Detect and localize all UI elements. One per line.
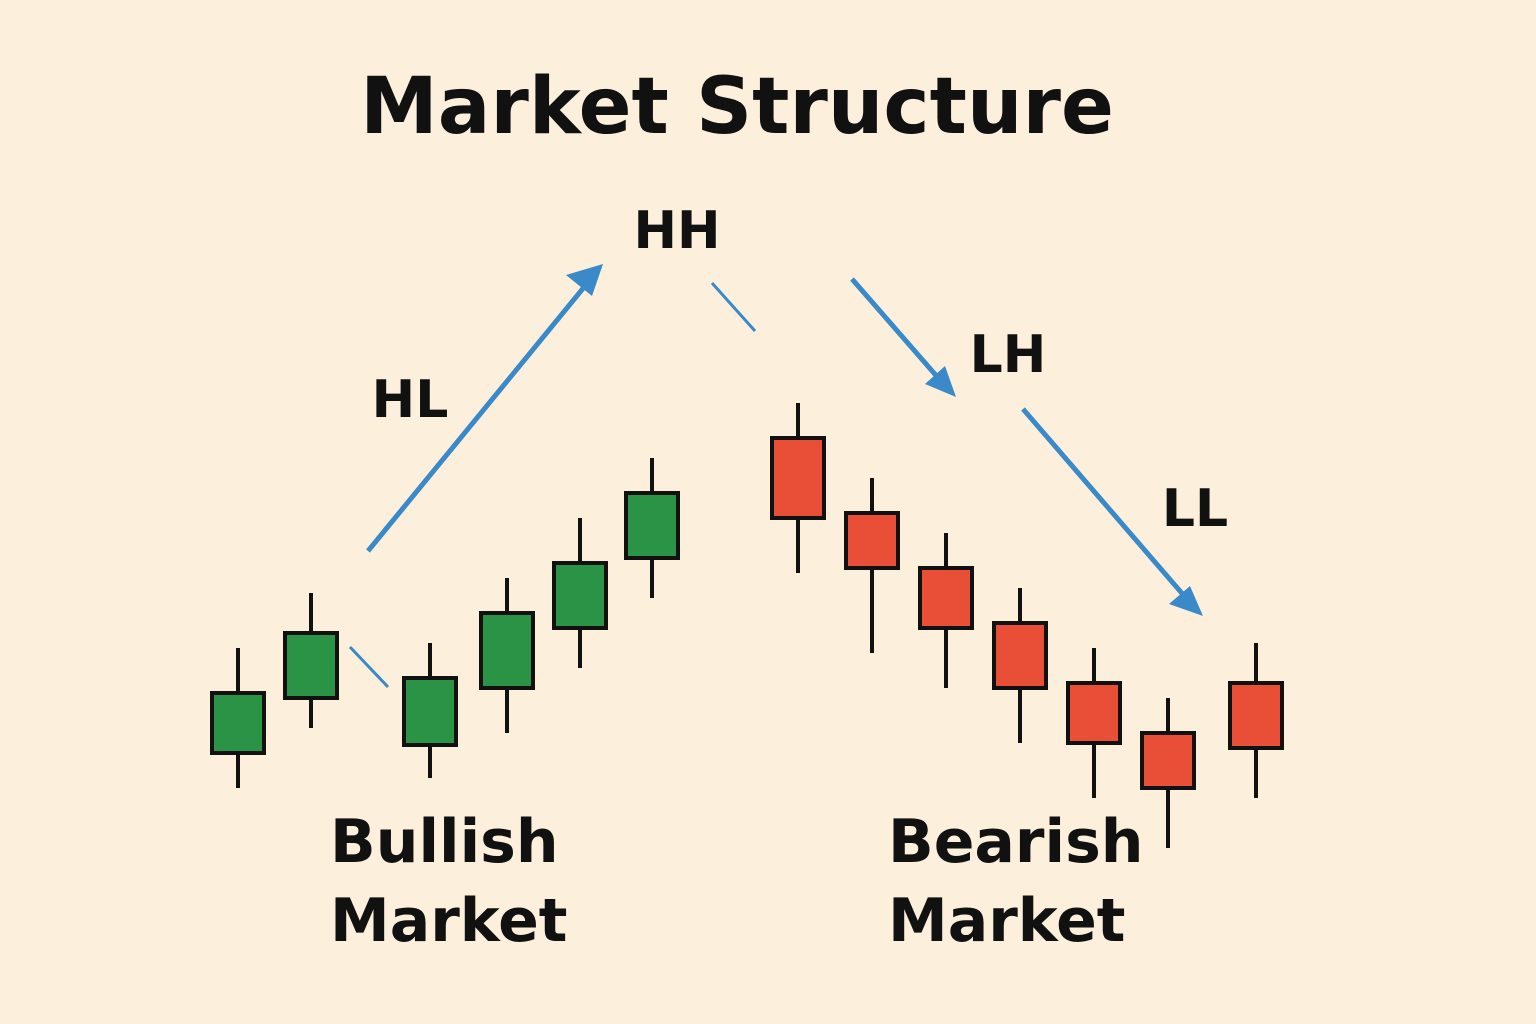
bearish-caption-line2: Market	[888, 886, 1125, 956]
bullish-candle-body	[283, 631, 339, 700]
bearish-candle-body	[1066, 681, 1122, 745]
bullish-candle-body	[552, 561, 608, 630]
bullish-caption-line1: Bullish	[330, 807, 559, 877]
bullish-caption-line2: Market	[330, 886, 567, 956]
bearish-candle-body	[992, 621, 1048, 690]
hl-connector	[348, 645, 390, 689]
bearish-arrowhead-2	[1169, 586, 1203, 616]
ll-label: LL	[1162, 479, 1228, 539]
bearish-candle-body	[918, 566, 974, 630]
bearish-candle-body	[1140, 731, 1196, 790]
hl-label: HL	[372, 370, 449, 430]
bearish-trend-arrow-1	[850, 277, 956, 397]
bearish-candle-body	[770, 436, 826, 520]
lh-label: LH	[970, 325, 1047, 385]
bearish-arrow-1-shaft	[850, 277, 942, 382]
diagram-title: Market Structure	[360, 62, 1114, 152]
bullish-trend-arrow	[366, 264, 603, 553]
bearish-caption-line1: Bearish	[888, 807, 1144, 877]
bearish-arrowhead-1	[925, 366, 956, 397]
bearish-arrow-2-shaft	[1021, 407, 1188, 600]
bullish-candle-body	[402, 676, 458, 747]
bullish-arrowhead	[566, 264, 603, 296]
bullish-candle-body	[624, 491, 680, 560]
hh-connector	[710, 281, 757, 333]
bullish-arrow-shaft	[366, 284, 587, 553]
bullish-candle-body	[210, 691, 266, 755]
hh-label: HH	[633, 201, 720, 261]
bearish-trend-arrow-2	[1021, 407, 1203, 616]
candlestick-group	[210, 403, 1284, 848]
bearish-candle-body	[1228, 681, 1284, 750]
bearish-candle-body	[844, 511, 900, 570]
bullish-candle-body	[479, 611, 535, 690]
